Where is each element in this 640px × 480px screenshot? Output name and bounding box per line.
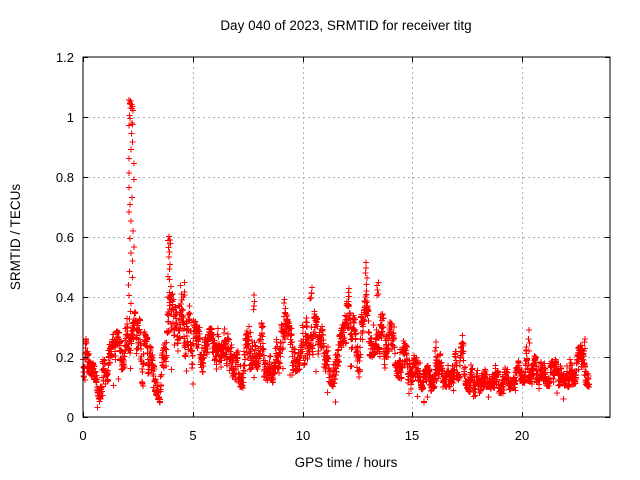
x-tick-label: 20 — [515, 428, 529, 443]
y-tick-label: 0.2 — [56, 350, 74, 365]
y-tick-label: 0.4 — [56, 290, 74, 305]
y-tick-label: 0 — [67, 410, 74, 425]
y-axis-title: SRMTID / TECUs — [8, 184, 23, 291]
x-tick-label: 10 — [296, 428, 310, 443]
tick-labels: 0 5 10 15 20 0 0.2 0.4 0.6 0.8 1 1.2 — [56, 50, 529, 443]
y-tick-label: 0.6 — [56, 230, 74, 245]
x-axis-title: GPS time / hours — [295, 455, 398, 470]
y-tick-label: 0.8 — [56, 170, 74, 185]
data-points — [80, 97, 592, 411]
x-tick-label: 0 — [79, 428, 86, 443]
y-tick-label: 1.2 — [56, 50, 74, 65]
scatter-markers — [80, 97, 592, 411]
chart-title: Day 040 of 2023, SRMTID for receiver tit… — [220, 18, 471, 33]
x-tick-label: 5 — [189, 428, 196, 443]
x-tick-label: 15 — [405, 428, 419, 443]
y-tick-label: 1 — [67, 110, 74, 125]
plot-border — [82, 56, 611, 418]
